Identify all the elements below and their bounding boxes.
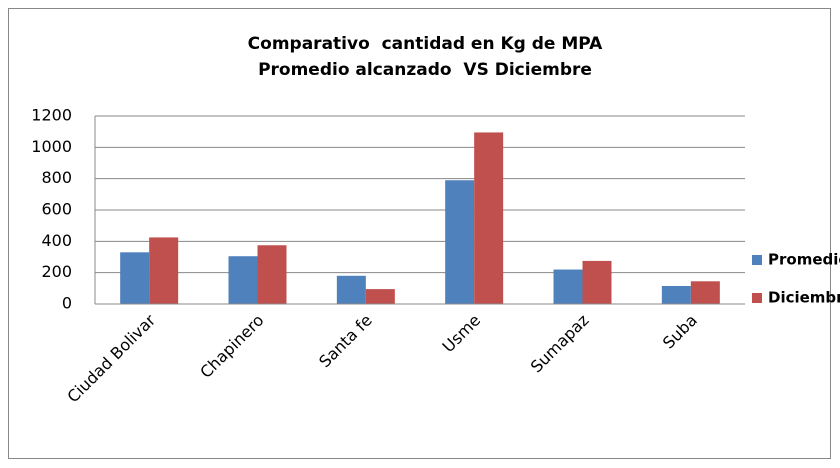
- y-tick-label: 1000: [31, 137, 72, 156]
- bar: [661, 285, 691, 304]
- bar: [228, 256, 258, 304]
- legend-label: Promedio: [768, 251, 840, 269]
- y-tick-label: 0: [62, 294, 72, 313]
- bar: [582, 260, 612, 304]
- bar: [474, 132, 504, 304]
- chart-subtitle: Promedio alcanzado VS Diciembre: [258, 60, 592, 80]
- bar: [553, 269, 583, 304]
- legend-label: Diciembre: [768, 289, 840, 307]
- legend-swatch: [752, 255, 762, 265]
- bar: [690, 281, 720, 304]
- bar: [120, 252, 150, 304]
- y-tick-label: 200: [41, 262, 72, 281]
- y-tick-label: 800: [41, 168, 72, 187]
- y-tick-label: 400: [41, 231, 72, 250]
- bar: [445, 180, 475, 304]
- y-tick-label: 600: [41, 200, 72, 219]
- legend-swatch: [752, 293, 762, 303]
- bar: [149, 237, 179, 304]
- bar: [365, 289, 395, 304]
- chart-border: [8, 8, 831, 459]
- bar: [257, 245, 287, 304]
- y-tick-label: 1200: [31, 106, 72, 125]
- bar: [336, 275, 366, 304]
- chart-title: Comparativo cantidad en Kg de MPA: [248, 34, 603, 54]
